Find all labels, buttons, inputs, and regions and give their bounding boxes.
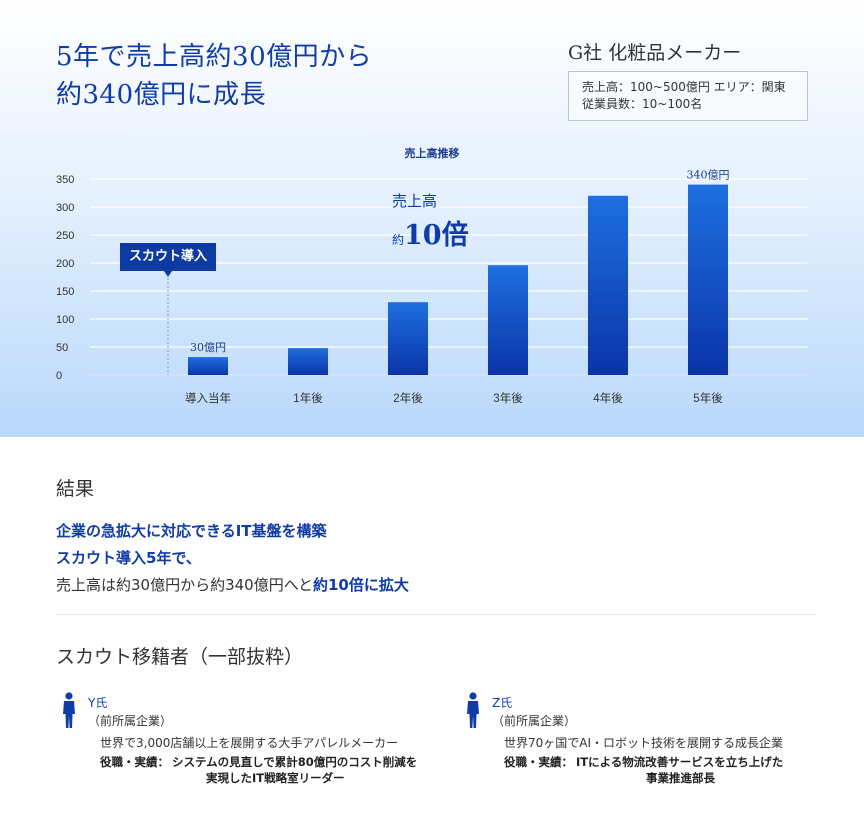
- x-tick-label: 3年後: [493, 391, 523, 405]
- chart-title: 売上高推移: [404, 147, 460, 160]
- result-line-3: 売上高は約30億円から約340億円へと: [56, 576, 313, 594]
- bar: [188, 357, 228, 375]
- bar: [288, 348, 328, 375]
- bar: [488, 265, 528, 375]
- person-role-label: 役職・実績：: [100, 755, 169, 769]
- y-tick-label: 100: [56, 314, 74, 326]
- x-tick-label: 導入当年: [185, 391, 231, 405]
- y-tick-label: 50: [56, 342, 68, 354]
- scout-intro-tag: スカウト導入: [120, 243, 216, 277]
- company-info-line-2: 従業員数：10~100名: [582, 97, 703, 111]
- data-label: 30億円: [190, 341, 226, 354]
- x-tick-label: 5年後: [693, 391, 723, 405]
- y-tick-label: 0: [56, 370, 62, 382]
- person-prev-company-label: （前所属企業）: [492, 714, 577, 728]
- result-line-3-emphasis: 約10倍に拡大: [312, 576, 409, 594]
- y-tick-label: 250: [56, 230, 74, 242]
- person-role-line-2: 実現したIT戦略室リーダー: [206, 771, 345, 785]
- growth-prefix: 約: [392, 233, 405, 247]
- x-tick-label: 2年後: [393, 391, 423, 405]
- person-role-line-1: システムの見直しで累計80億円のコスト削減を: [172, 755, 418, 769]
- y-tick-label: 300: [56, 202, 74, 214]
- person-icon: [63, 692, 75, 728]
- person-icon: [467, 692, 479, 728]
- y-tick-label: 350: [56, 174, 74, 186]
- person-role: システムの見直しで累計80億円のコスト削減を 実現したIT戦略室リーダー: [172, 754, 417, 786]
- bar: [588, 195, 628, 375]
- person-prev-company-label: （前所属企業）: [88, 714, 173, 728]
- section-divider: [56, 614, 816, 615]
- company-name: G社 化粧品メーカー: [568, 42, 742, 64]
- person-role-label: 役職・実績：: [504, 755, 573, 769]
- company-info-line-1: 売上高：100~500億円 エリア：関東: [582, 80, 786, 94]
- bar: [688, 184, 728, 375]
- headline-line-2: 約340億円に成長: [56, 80, 267, 110]
- hero-panel: 5年で売上高約30億円から 約340億円に成長 G社 化粧品メーカー 売上高：1…: [0, 0, 864, 437]
- y-tick-label: 150: [56, 286, 74, 298]
- x-tick-label: 4年後: [593, 391, 623, 405]
- person-name: Y氏: [88, 696, 108, 710]
- scout-section-title: スカウト移籍者（一部抜粋）: [56, 646, 304, 668]
- x-tick-label: 1年後: [293, 391, 323, 405]
- y-tick-label: 200: [56, 258, 74, 270]
- bar: [388, 302, 428, 375]
- result-line-2: スカウト導入5年で、: [56, 549, 201, 567]
- revenue-bar-chart: 0 50 100 150 200 250 300 350 導入当年 30億円 1年後 2年後 3年後 4年…: [56, 169, 808, 405]
- growth-multiplier: 10倍: [404, 220, 469, 251]
- result-line-1: 企業の急拡大に対応できるIT基盤を構築: [56, 522, 327, 540]
- headline: 5年で売上高約30億円から 約340億円に成長: [56, 38, 372, 114]
- company-info-box: 売上高：100~500億円 エリア：関東 従業員数：10~100名: [568, 71, 808, 121]
- result-text: 企業の急拡大に対応できるIT基盤を構築 スカウト導入5年で、 売上高は約30億円…: [56, 518, 409, 599]
- data-label: 340億円: [687, 169, 730, 182]
- growth-label: 売上高: [392, 192, 438, 210]
- result-title: 結果: [56, 478, 95, 500]
- person-role-line-2: 事業推進部長: [646, 771, 715, 785]
- person-role: ITによる物流改善サービスを立ち上げた 事業推進部長: [576, 754, 783, 786]
- person-name: Z氏: [492, 696, 513, 710]
- person-role-line-1: ITによる物流改善サービスを立ち上げた: [576, 755, 784, 769]
- growth-annotation: 売上高 約10倍: [392, 190, 469, 252]
- person-prev-company: 世界で3,000店舗以上を展開する大手アパレルメーカー: [100, 736, 399, 750]
- headline-line-1: 5年で売上高約30億円から: [56, 42, 373, 72]
- person-prev-company: 世界70ヶ国でAI・ロボット技術を展開する成長企業: [504, 736, 784, 750]
